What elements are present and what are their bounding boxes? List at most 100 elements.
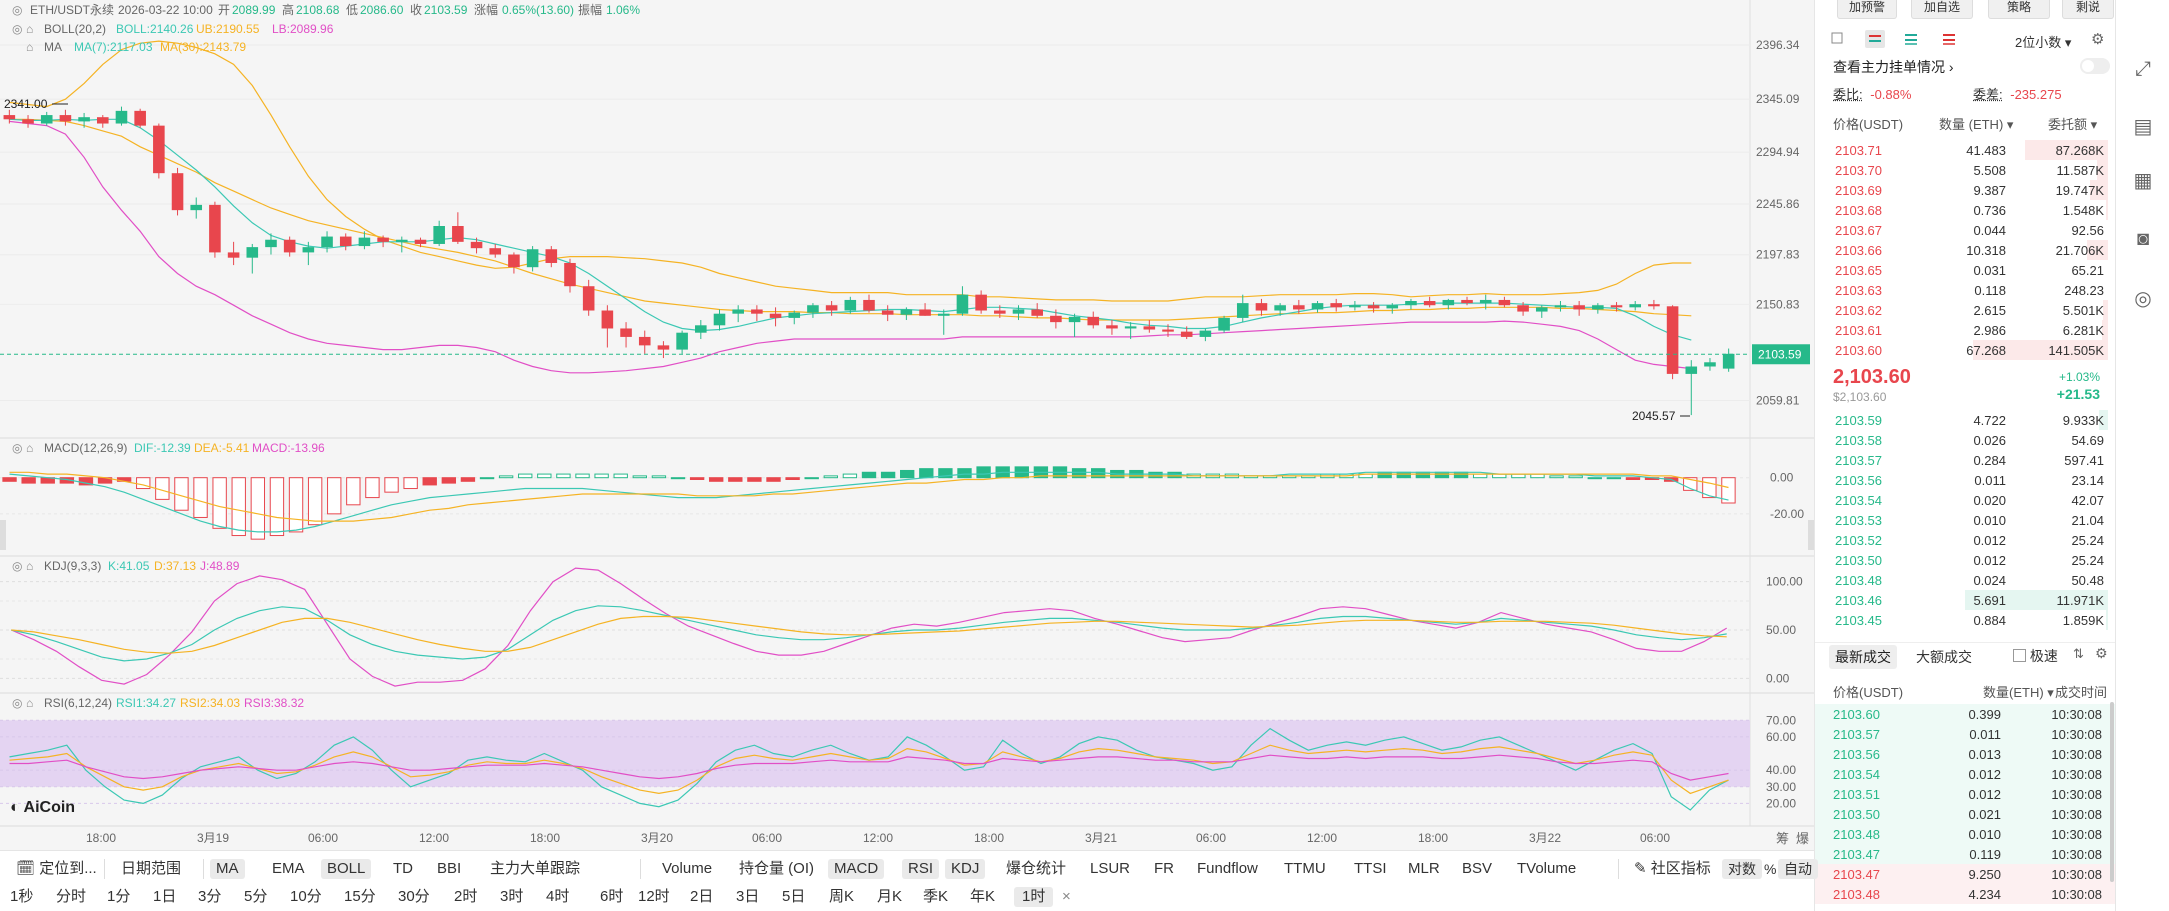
layout-icon-asks[interactable]	[1941, 32, 1957, 46]
chart-area[interactable]: 2396.34 2345.09 2294.94 2245.86 2197.83 2150.…	[0, 0, 1814, 850]
sub-indicator-11[interactable]: TTSI	[1354, 860, 1387, 877]
ask-row[interactable]: 2103.71 41.483 87.268K	[1815, 140, 2116, 160]
locate-button[interactable]: 🗓 定位到...	[16, 859, 97, 879]
sub-indicator-12[interactable]: MLR	[1408, 860, 1440, 877]
main-indicator-tracker[interactable]: 主力大单跟踪	[490, 860, 581, 877]
ask-row[interactable]: 2103.61 2.986 6.281K	[1815, 320, 2116, 340]
timeframe-19[interactable]: 月K	[877, 888, 903, 905]
timeframe-11[interactable]: 3时	[500, 888, 524, 905]
sub-indicator-7[interactable]: LSUR	[1090, 860, 1131, 877]
timeframe-14[interactable]: 12时	[638, 888, 670, 905]
bid-row[interactable]: 2103.52 0.012 25.24	[1815, 530, 2116, 550]
bid-row[interactable]: 2103.50 0.012 25.24	[1815, 550, 2116, 570]
sub-indicator-5[interactable]: KDJ	[945, 859, 986, 879]
main-indicator-boll[interactable]: BOLL	[321, 859, 372, 879]
add-alert-button[interactable]: 加预警	[1837, 0, 1897, 19]
gear-icon[interactable]: ⚙	[2091, 31, 2105, 48]
ob-header-total[interactable]: 委托额 ▾	[2048, 114, 2097, 133]
ask-row[interactable]: 2103.62 2.615 5.501K	[1815, 300, 2116, 320]
add-watchlist-button[interactable]: 加自选	[1911, 0, 1973, 19]
ask-row[interactable]: 2103.70 5.508 11.587K	[1815, 160, 2116, 180]
fast-mode-checkbox[interactable]: 极速	[2013, 646, 2058, 666]
bid-row[interactable]: 2103.56 0.011 23.14	[1815, 470, 2116, 490]
sub-indicator-14[interactable]: TVolume	[1517, 860, 1577, 877]
view-main-orders-link[interactable]: 查看主力挂单情况 ›	[1833, 57, 1954, 77]
calendar-icon[interactable]: ▤	[2133, 116, 2153, 138]
ob-header-qty[interactable]: 数量 (ETH) ▾	[1939, 114, 2013, 133]
sort-icon[interactable]: ⇅	[2073, 646, 2084, 661]
ask-row[interactable]: 2103.69 9.387 19.747K	[1815, 180, 2116, 200]
ask-row[interactable]: 2103.65 0.031 65.21	[1815, 260, 2116, 280]
ask-row[interactable]: 2103.68 0.736 1.548K	[1815, 200, 2116, 220]
timeframe-4[interactable]: 1日	[153, 888, 177, 905]
timeframe-9[interactable]: 30分	[398, 888, 430, 905]
timeframe-21[interactable]: 年K	[970, 888, 996, 905]
log-scale-button[interactable]: 对数	[1722, 859, 1762, 879]
gear-icon[interactable]: ⚙	[2095, 645, 2108, 661]
date-range-button[interactable]: 日期范围	[121, 860, 182, 877]
sub-indicator-10[interactable]: TTMU	[1284, 860, 1326, 877]
sub-indicator-2[interactable]: 持仓量 (OI)	[739, 860, 814, 877]
close-icon[interactable]: ×	[1062, 888, 1071, 905]
bid-row[interactable]: 2103.45 0.884 1.859K	[1815, 610, 2116, 630]
timeframe-12[interactable]: 4时	[546, 888, 570, 905]
timeframe-15[interactable]: 2日	[690, 888, 714, 905]
bid-row[interactable]: 2103.58 0.026 54.69	[1815, 430, 2116, 450]
bid-row[interactable]: 2103.57 0.284 597.41	[1815, 450, 2116, 470]
panel-icon[interactable]: ▦	[2133, 170, 2153, 192]
timeframe-16[interactable]: 3日	[736, 888, 760, 905]
timeframe-8[interactable]: 15分	[344, 888, 376, 905]
auto-scale-button[interactable]: 自动	[1778, 859, 1818, 879]
timeframe-17[interactable]: 5日	[782, 888, 806, 905]
timeframe-1[interactable]: 1秒	[10, 888, 34, 905]
timeframe-6[interactable]: 5分	[244, 888, 268, 905]
tab-large-trades[interactable]: 大额成交	[1916, 649, 1972, 665]
precision-select[interactable]: 2位小数 ▾	[2015, 32, 2071, 51]
bid-row[interactable]: 2103.48 0.024 50.48	[1815, 570, 2116, 590]
percent-scale-button[interactable]: %	[1764, 861, 1777, 877]
strategy-button[interactable]: 策略	[1988, 0, 2050, 19]
timeframe-20[interactable]: 季K	[923, 888, 949, 905]
timeframe-5[interactable]: 3分	[198, 888, 222, 905]
main-indicator-td[interactable]: TD	[393, 860, 413, 877]
main-indicator-ma[interactable]: MA	[210, 859, 245, 879]
community-indicators-button[interactable]: ✎ 社区指标	[1634, 859, 1711, 879]
timeframe-3[interactable]: 1分	[107, 888, 131, 905]
sub-indicator-13[interactable]: BSV	[1462, 860, 1493, 877]
sub-indicator-3[interactable]: MACD	[828, 859, 885, 879]
trade-header-qty[interactable]: 数量(ETH) ▾	[1983, 682, 2054, 701]
sub-indicator-6[interactable]: 爆仓统计	[1006, 860, 1067, 877]
ask-row[interactable]: 2103.66 10.318 21.706K	[1815, 240, 2116, 260]
bid-row[interactable]: 2103.53 0.010 21.04	[1815, 510, 2116, 530]
sub-indicator-9[interactable]: Fundflow	[1197, 860, 1258, 877]
bid-row[interactable]: 2103.46 5.691 11.971K	[1815, 590, 2116, 610]
more-button[interactable]: 剩说	[2062, 0, 2114, 19]
sub-indicator-8[interactable]: FR	[1154, 860, 1174, 877]
timeframe-2[interactable]: 分时	[56, 888, 87, 905]
timeframe-10[interactable]: 2时	[454, 888, 478, 905]
main-indicator-ema[interactable]: EMA	[272, 860, 305, 877]
sub-indicator-1[interactable]: Volume	[662, 860, 713, 877]
main-indicator-bbi[interactable]: BBI	[437, 860, 462, 877]
robot-icon[interactable]: ◙	[2136, 228, 2150, 250]
kline-chart[interactable]: 2396.34 2345.09 2294.94 2245.86 2197.83 2150.…	[0, 0, 1814, 850]
expand-icon[interactable]: ⤢	[2135, 58, 2151, 80]
layout-icon-1[interactable]	[1831, 32, 1845, 46]
timeframe-18[interactable]: 周K	[829, 888, 855, 905]
macd-tick-label: -20.00	[1770, 507, 1804, 521]
tab-latest-trades[interactable]: 最新成交	[1829, 645, 1897, 669]
layout-icon-bids[interactable]	[1903, 32, 1919, 46]
timeframe-7[interactable]: 10分	[290, 888, 322, 905]
bid-row[interactable]: 2103.59 4.722 9.933K	[1815, 410, 2116, 430]
bid-row[interactable]: 2103.54 0.020 42.07	[1815, 490, 2116, 510]
timeframe-13[interactable]: 6时	[600, 888, 624, 905]
ask-row[interactable]: 2103.67 0.044 92.56	[1815, 220, 2116, 240]
ask-row[interactable]: 2103.63 0.118 248.23	[1815, 280, 2116, 300]
sub-indicator-4[interactable]: RSI	[902, 859, 940, 879]
chat-icon[interactable]: ◎	[2134, 288, 2152, 310]
ask-row[interactable]: 2103.60 67.268 141.505K	[1815, 340, 2116, 360]
main-orders-toggle[interactable]	[2080, 58, 2110, 74]
timeframe-22[interactable]: 1时	[1014, 887, 1054, 907]
trades-scrollbar[interactable]	[2110, 702, 2114, 882]
layout-icon-both[interactable]	[1865, 30, 1885, 48]
